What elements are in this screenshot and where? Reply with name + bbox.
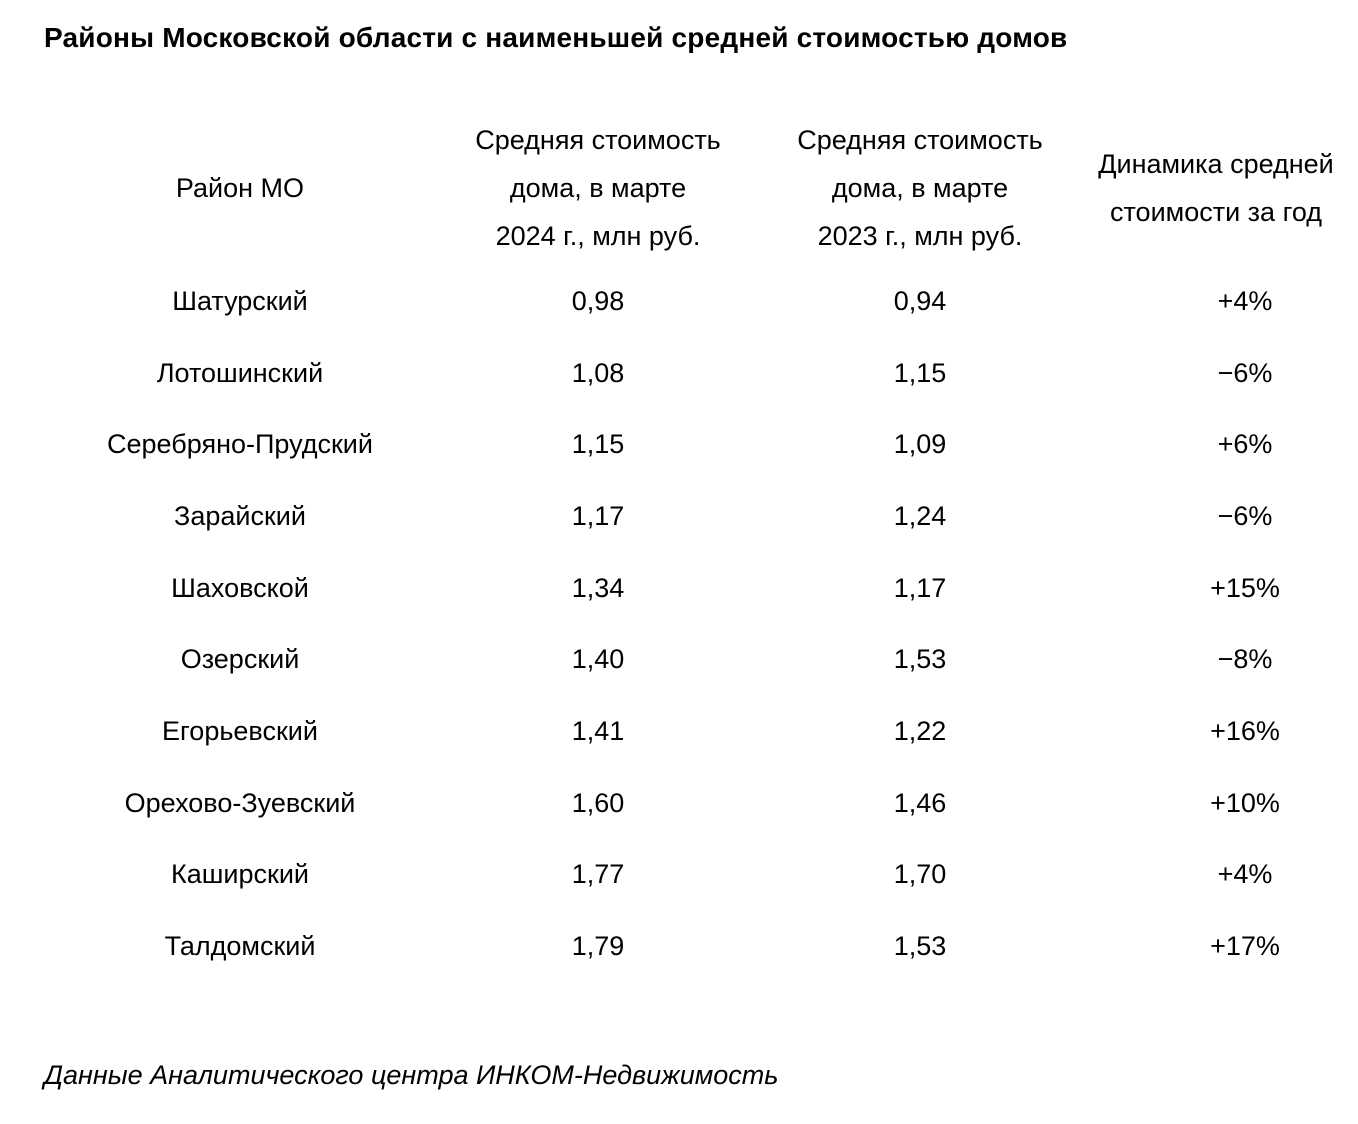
price-2024-value: 1,08 bbox=[571, 357, 625, 388]
price-2024-value: 1,34 bbox=[571, 572, 625, 603]
district-name: Каширский bbox=[171, 859, 309, 890]
price-2023-value: 1,24 bbox=[893, 500, 947, 531]
page-title: Районы Московской области с наименьшей с… bbox=[44, 22, 1068, 53]
price-2023-value: 1,17 bbox=[893, 572, 947, 603]
price-2024-value: 1,15 bbox=[571, 429, 625, 460]
column-header-price-2023: Средняя стоимость дома, в марте 2023 г.,… bbox=[797, 124, 1043, 251]
price-2023-value: 1,09 bbox=[893, 429, 947, 460]
district-name: Озерский bbox=[180, 644, 300, 675]
price-change-value: +6% bbox=[1217, 429, 1273, 460]
price-2023-value: 1,53 bbox=[893, 644, 947, 675]
district-name: Талдомский bbox=[164, 931, 316, 962]
column-header-district: Район МО bbox=[175, 172, 305, 203]
price-2024-value: 1,79 bbox=[571, 931, 625, 962]
price-2024-value: 1,60 bbox=[571, 787, 625, 818]
price-2023-value: 1,46 bbox=[893, 787, 947, 818]
table-row: Егорьевский 1,41 1,22 +16% bbox=[40, 695, 1348, 767]
price-change-value: +4% bbox=[1217, 285, 1273, 316]
table-body: Шатурский 0,98 0,94 +4% Лотошинский 1,08… bbox=[40, 265, 1348, 982]
price-2023-value: 1,53 bbox=[893, 931, 947, 962]
table-row: Озерский 1,40 1,53 −8% bbox=[40, 623, 1348, 695]
price-2024-value: 0,98 bbox=[571, 285, 625, 316]
price-2023-value: 1,22 bbox=[893, 715, 947, 746]
price-2023-value: 1,70 bbox=[893, 859, 947, 890]
table-row: Серебряно-Прудский 1,15 1,09 +6% bbox=[40, 408, 1348, 480]
district-name: Серебряно-Прудский bbox=[107, 429, 373, 460]
price-change-value: +15% bbox=[1210, 572, 1280, 603]
district-name: Егорьевский bbox=[162, 715, 318, 746]
district-name: Шатурский bbox=[172, 285, 308, 316]
district-name: Зарайский bbox=[174, 500, 306, 531]
source-note: Данные Аналитического центра ИНКОМ-Недви… bbox=[44, 1060, 779, 1090]
price-change-value: −8% bbox=[1217, 644, 1273, 675]
table-row: Талдомский 1,79 1,53 +17% bbox=[40, 910, 1348, 982]
price-change-value: +10% bbox=[1210, 787, 1280, 818]
price-2023-value: 0,94 bbox=[893, 285, 947, 316]
district-name: Лотошинский bbox=[156, 357, 324, 388]
price-change-value: −6% bbox=[1217, 357, 1273, 388]
table-row: Зарайский 1,17 1,24 −6% bbox=[40, 480, 1348, 552]
price-2024-value: 1,77 bbox=[571, 859, 625, 890]
column-header-change: Динамика средней стоимости за год bbox=[1098, 148, 1334, 227]
price-2024-value: 1,40 bbox=[571, 644, 625, 675]
price-2024-value: 1,17 bbox=[571, 500, 625, 531]
district-name: Шаховской bbox=[171, 572, 309, 603]
price-change-value: +16% bbox=[1210, 715, 1280, 746]
table-row: Шатурский 0,98 0,94 +4% bbox=[40, 265, 1348, 337]
districts-price-table: Район МО Средняя стоимость дома, в марте… bbox=[40, 110, 1348, 982]
table-row: Каширский 1,77 1,70 +4% bbox=[40, 839, 1348, 911]
district-name: Орехово-Зуевский bbox=[124, 787, 356, 818]
price-2024-value: 1,41 bbox=[571, 715, 625, 746]
price-change-value: +17% bbox=[1210, 931, 1280, 962]
table-row: Орехово-Зуевский 1,60 1,46 +10% bbox=[40, 767, 1348, 839]
table-header-row: Район МО Средняя стоимость дома, в марте… bbox=[40, 110, 1348, 265]
table-row: Лотошинский 1,08 1,15 −6% bbox=[40, 337, 1348, 409]
price-2023-value: 1,15 bbox=[893, 357, 947, 388]
price-change-value: −6% bbox=[1217, 500, 1273, 531]
price-change-value: +4% bbox=[1217, 859, 1273, 890]
column-header-price-2024: Средняя стоимость дома, в марте 2024 г.,… bbox=[475, 124, 721, 251]
table-row: Шаховской 1,34 1,17 +15% bbox=[40, 552, 1348, 624]
